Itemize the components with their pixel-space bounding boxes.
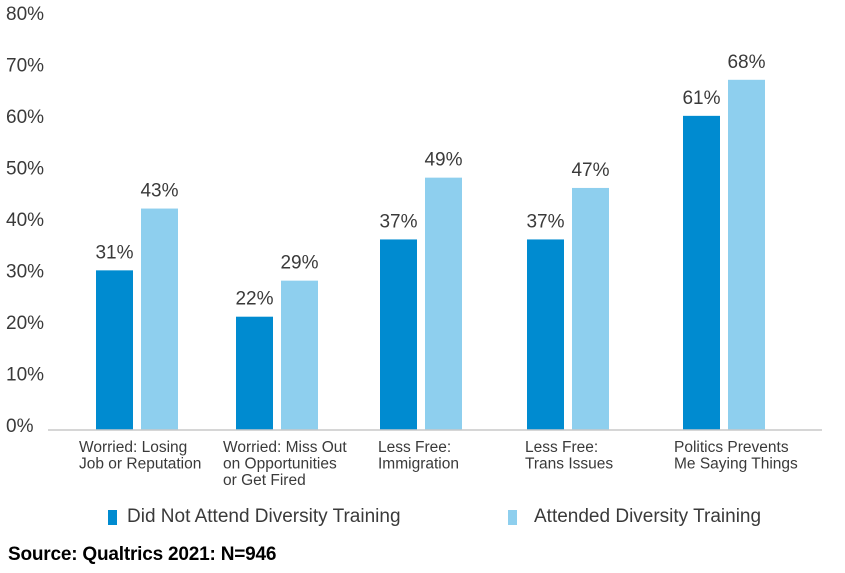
data-label: 43% <box>140 181 178 202</box>
category-label-line: Worried: Miss Out <box>223 439 347 456</box>
y-tick-label: 50% <box>6 159 44 180</box>
y-tick-label: 10% <box>6 365 44 386</box>
y-tick-label: 80% <box>6 4 44 25</box>
y-tick-label: 60% <box>6 107 44 128</box>
data-label: 49% <box>424 150 462 171</box>
legend-label-did-not-attend: Did Not Attend Diversity Training <box>127 506 401 527</box>
bar <box>236 316 273 430</box>
category-label-line: Immigration <box>378 456 459 473</box>
category-label-line: on Opportunities <box>223 456 337 473</box>
bar <box>728 79 765 431</box>
legend-item-attended: Attended Diversity Training <box>508 506 761 528</box>
category-label-line: Trans Issues <box>525 456 613 473</box>
category-label: Less Free: Trans Issues <box>525 439 613 473</box>
data-label: 31% <box>95 242 133 263</box>
category-label: Politics Prevents Me Saying Things <box>674 439 798 473</box>
bar <box>683 115 720 430</box>
source-note: Source: Qualtrics 2021: N=946 <box>8 544 277 565</box>
category-label: Worried: Miss Out on Opportunities or Get … <box>223 439 347 489</box>
data-label: 68% <box>727 52 765 73</box>
data-labels: 31% 22% 37% 37% 61% 43% 29% 49% 47% 68% <box>95 52 765 310</box>
category-label-line: Politics Prevents <box>674 439 789 456</box>
y-tick-label: 20% <box>6 313 44 334</box>
data-label: 22% <box>235 289 273 310</box>
bar <box>141 208 178 430</box>
y-tick-label: 70% <box>6 56 44 77</box>
bars <box>96 79 765 431</box>
category-label-line: or Get Fired <box>223 472 306 489</box>
bar <box>425 177 462 430</box>
category-label: Less Free: Immigration <box>378 439 459 473</box>
category-labels: Worried: Losing Job or ReputationWorried:… <box>79 439 798 489</box>
y-tick-label: 30% <box>6 262 44 283</box>
bar <box>572 187 609 430</box>
bar <box>96 270 133 430</box>
legend-swatch-did-not-attend <box>108 509 117 525</box>
data-label: 29% <box>280 253 318 274</box>
data-label: 37% <box>526 211 564 232</box>
category-label: Worried: Losing Job or Reputation <box>79 439 201 473</box>
bar-chart: 0% 10% 20% 30% 40% 50% 60% 70% 80% 31% 22% 37% 37% 6… <box>6 4 822 489</box>
legend-item-did-not-attend: Did Not Attend Diversity Training <box>108 506 401 528</box>
category-label-line: Less Free: <box>378 439 451 456</box>
data-label: 47% <box>571 160 609 181</box>
bar <box>281 280 318 430</box>
category-label-line: Less Free: <box>525 439 598 456</box>
y-tick-label: 0% <box>6 416 34 437</box>
legend-label-attended: Attended Diversity Training <box>534 506 762 527</box>
category-label-line: Job or Reputation <box>79 456 201 473</box>
y-axis-ticks: 0% 10% 20% 30% 40% 50% 60% 70% 80% <box>6 4 44 437</box>
category-label-line: Worried: Losing <box>79 439 187 456</box>
data-label: 61% <box>682 88 720 109</box>
bar <box>380 239 417 430</box>
bar <box>527 239 564 430</box>
data-label: 37% <box>379 211 417 232</box>
legend-swatch-attended <box>508 509 517 525</box>
category-label-line: Me Saying Things <box>674 456 798 473</box>
y-tick-label: 40% <box>6 210 44 231</box>
